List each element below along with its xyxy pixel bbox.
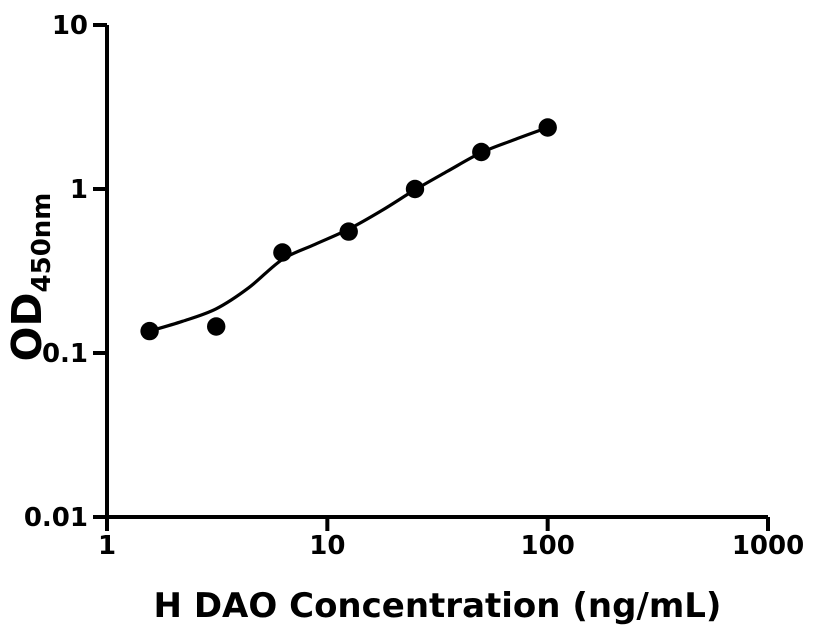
y-tick-label: 0.1	[42, 339, 88, 369]
data-point	[273, 243, 292, 262]
data-point	[472, 142, 491, 162]
y-tick-label: 0.01	[24, 503, 88, 533]
data-point	[207, 317, 226, 336]
data-point	[140, 321, 159, 341]
data-point	[339, 222, 358, 241]
y-tick-label: 1	[70, 175, 88, 205]
y-axis-title-subscript: 450nm	[27, 192, 58, 293]
data-point	[538, 118, 557, 137]
y-axis-title: OD450nm	[3, 192, 58, 362]
y-axis-title-main: OD	[2, 292, 51, 362]
data-point	[405, 179, 425, 199]
x-axis-title: H DAO Concentration (ng/mL)	[153, 586, 722, 626]
x-tick-label: 1000	[732, 531, 804, 561]
x-tick-label: 1	[98, 531, 116, 561]
x-tick-label: 100	[521, 531, 575, 561]
y-tick-label: 10	[52, 11, 88, 41]
x-tick-label: 10	[309, 531, 345, 561]
axes-spine	[105, 25, 768, 519]
